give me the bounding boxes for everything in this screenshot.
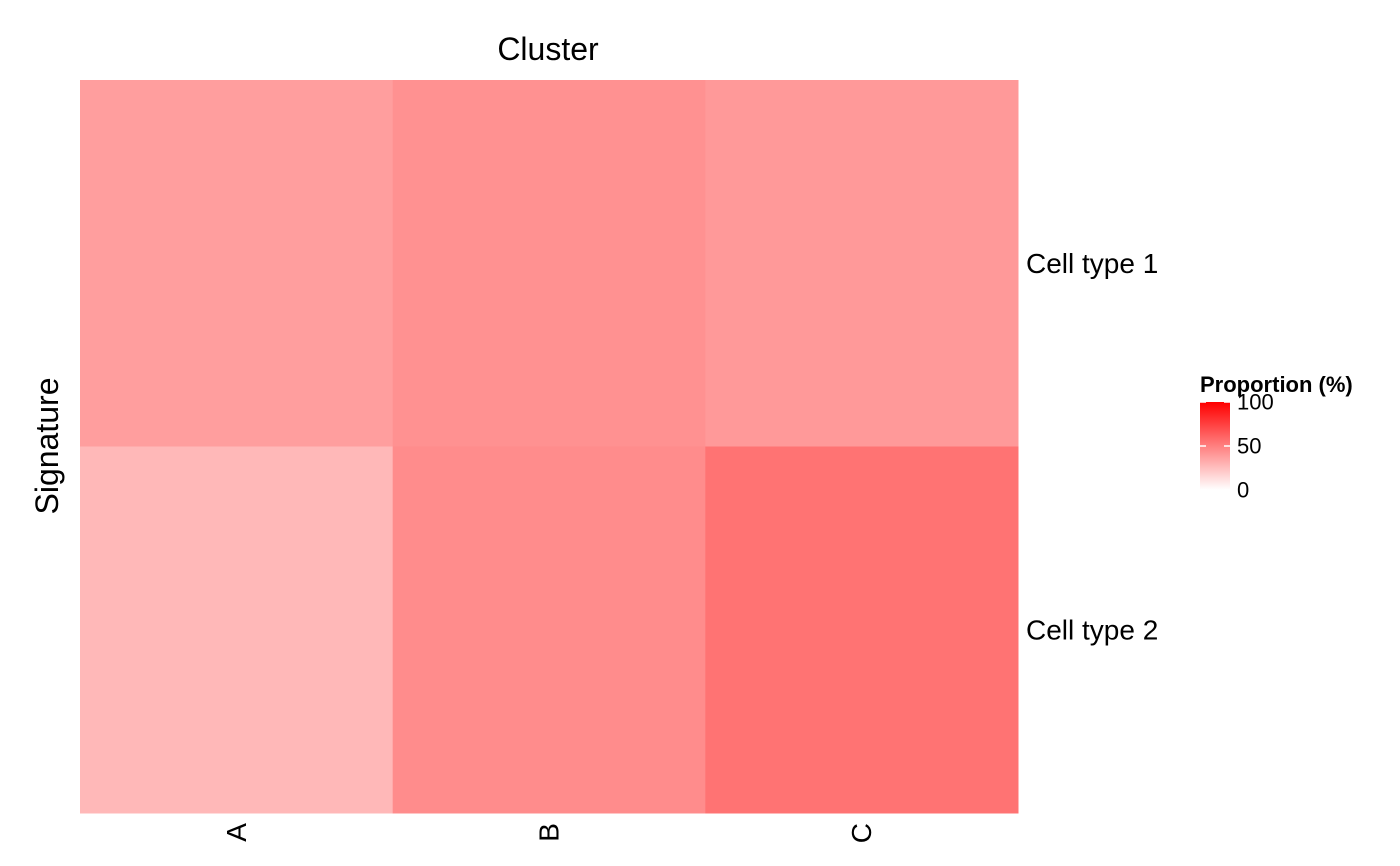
y-axis-label: Signature <box>29 378 65 515</box>
legend-title: Proportion (%) <box>1200 372 1353 397</box>
x-tick-label: C <box>846 823 877 843</box>
x-tick-label: A <box>221 823 252 842</box>
heatmap-cell <box>392 446 706 814</box>
y-tick-label: Cell type 2 <box>1026 614 1158 645</box>
legend-ticks: 0 50 100 <box>1200 390 1274 503</box>
heatmap-cell <box>80 446 394 814</box>
heatmap-cell <box>705 446 1019 814</box>
heatmap-cell <box>80 80 394 447</box>
color-legend: Proportion (%) 0 50 100 <box>1200 372 1353 503</box>
heatmap-cell <box>705 80 1019 447</box>
chart-title: Cluster <box>497 31 599 67</box>
legend-tick-label: 0 <box>1237 478 1249 503</box>
x-tick-label: B <box>534 823 565 842</box>
y-tick-labels: Cell type 1 Cell type 2 <box>1026 248 1158 646</box>
legend-tick-label: 100 <box>1237 390 1274 415</box>
y-tick-label: Cell type 1 <box>1026 248 1158 279</box>
legend-tick-label: 50 <box>1237 434 1261 459</box>
x-tick-labels: A B C <box>221 823 877 844</box>
heatmap-cells <box>80 80 1019 814</box>
heatmap-cell <box>392 80 706 447</box>
